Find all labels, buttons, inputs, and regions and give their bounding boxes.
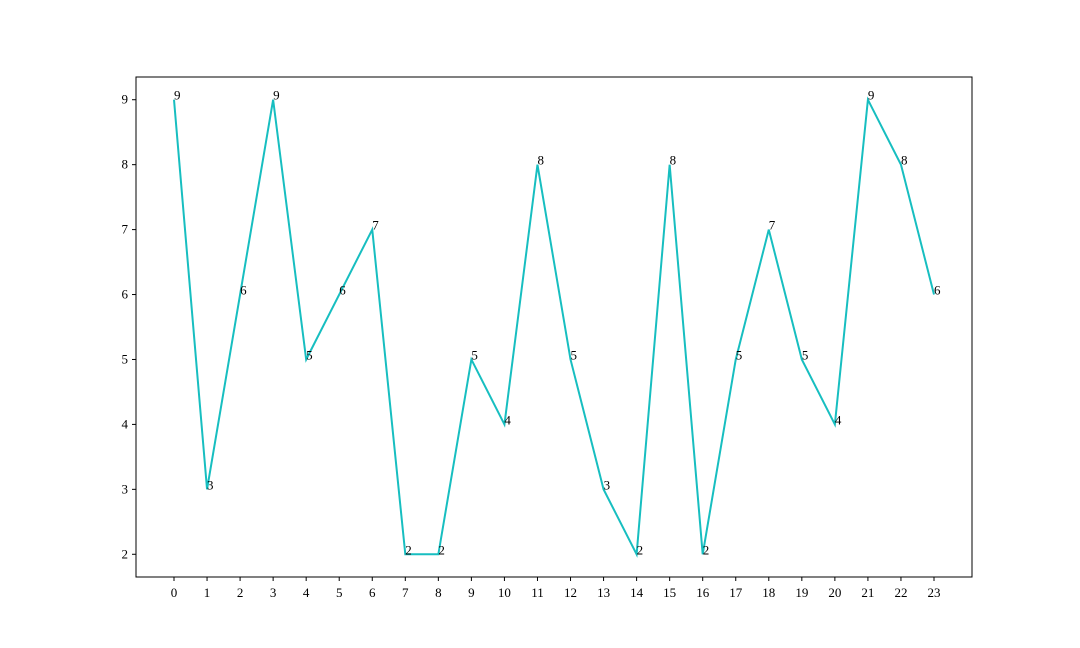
x-tick-label: 1 [204,585,211,600]
data-label: 3 [207,477,214,492]
x-tick-label: 4 [303,585,310,600]
data-label: 2 [438,542,445,557]
x-tick-label: 0 [171,585,178,600]
data-label: 7 [769,218,776,233]
data-label: 9 [174,88,181,103]
data-label: 6 [240,283,247,298]
y-tick-label: 8 [122,157,129,172]
x-tick-label: 12 [564,585,577,600]
x-tick-label: 10 [498,585,511,600]
data-line [173,96,935,558]
x-tick-label: 3 [270,585,277,600]
x-tick-label: 13 [597,585,610,600]
x-tick-label: 9 [468,585,475,600]
data-label: 9 [868,88,875,103]
y-tick-label: 7 [122,222,129,237]
x-tick-label: 15 [663,585,676,600]
data-label: 8 [901,153,908,168]
x-tick-label: 23 [928,585,941,600]
x-tick-label: 19 [795,585,808,600]
y-tick-label: 9 [122,92,129,107]
data-label: 8 [670,153,677,168]
x-tick-label: 6 [369,585,376,600]
x-tick-label: 21 [861,585,874,600]
y-tick-label: 2 [122,546,129,561]
data-label: 6 [339,283,346,298]
data-label: 5 [802,347,809,362]
y-tick-label: 4 [122,416,129,431]
data-label: 2 [405,542,412,557]
x-tick-label: 2 [237,585,244,600]
data-label: 5 [306,347,313,362]
data-label: 5 [736,347,743,362]
data-label: 5 [471,347,478,362]
data-label: 2 [703,542,710,557]
data-label: 8 [537,153,544,168]
y-tick-label: 6 [122,287,129,302]
data-label: 4 [835,412,842,427]
x-tick-label: 14 [630,585,644,600]
data-label: 2 [637,542,644,557]
data-label: 3 [604,477,611,492]
y-tick-label: 3 [122,481,129,496]
plot-frame [135,76,973,578]
y-tick-label: 5 [122,351,129,366]
data-label: 9 [273,88,280,103]
data-label: 6 [934,283,941,298]
x-tick-label: 18 [762,585,775,600]
x-tick-label: 7 [402,585,409,600]
x-tick-label: 8 [435,585,442,600]
x-tick-label: 11 [531,585,544,600]
x-tick-label: 22 [894,585,907,600]
data-label: 7 [372,218,379,233]
x-tick-label: 20 [828,585,841,600]
data-label: 5 [571,347,578,362]
x-tick-label: 5 [336,585,343,600]
x-tick-label: 16 [696,585,710,600]
data-label: 4 [504,412,511,427]
x-tick-label: 17 [729,585,743,600]
